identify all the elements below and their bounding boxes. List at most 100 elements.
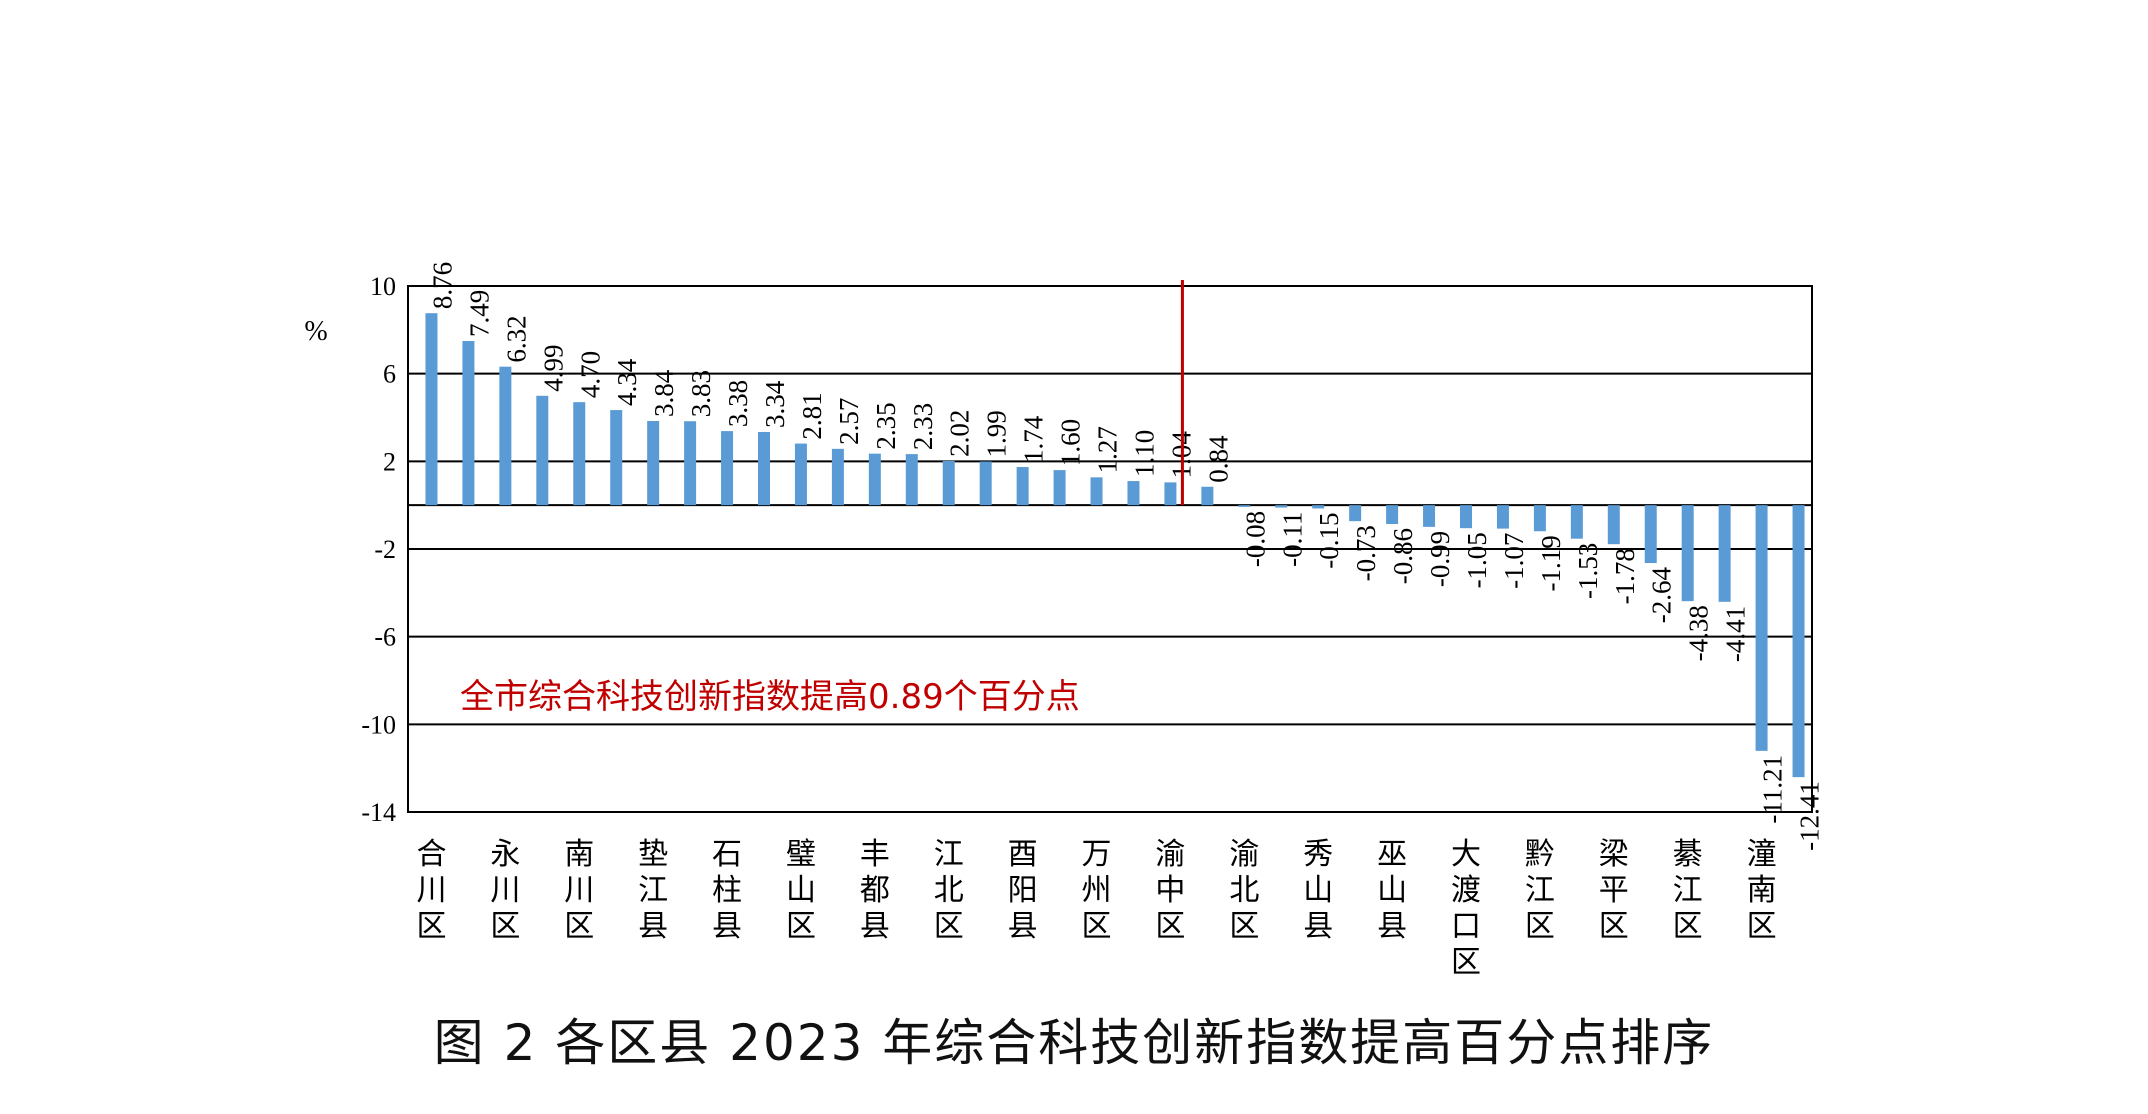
figure-caption: 图 2 各区县 2023 年综合科技创新指数提高百分点排序: [433, 1014, 1715, 1072]
data-label: 3.83: [686, 370, 716, 417]
x-tick-label: 巫山县: [1377, 837, 1407, 944]
x-tick-label: 丰都县: [860, 837, 890, 944]
bar: [1016, 467, 1029, 506]
y-tick-label: -2: [374, 535, 396, 564]
data-label: 2.33: [908, 403, 938, 450]
bar: [462, 341, 475, 506]
y-tick-label: -6: [374, 623, 396, 652]
y-tick-label: -14: [361, 798, 396, 827]
bar: [1127, 481, 1140, 506]
x-tick-label: 大渡口区: [1451, 837, 1481, 980]
bar: [573, 402, 586, 506]
bar: [684, 421, 697, 506]
data-label: -1.05: [1462, 532, 1492, 588]
x-tick-label: 渝北区: [1229, 837, 1259, 944]
bar: [1423, 505, 1436, 527]
bar: [536, 395, 549, 506]
y-tick-label: -10: [361, 710, 396, 739]
bar: [1312, 505, 1325, 509]
data-label: -1.19: [1536, 535, 1566, 591]
x-tick-label: 万州区: [1082, 837, 1112, 944]
data-label: 2.35: [871, 402, 901, 449]
y-tick-label: 2: [383, 447, 396, 476]
x-tick-label: 渝中区: [1155, 837, 1185, 944]
bar: [1792, 505, 1805, 778]
data-label: 4.99: [538, 345, 568, 392]
data-label: 6.32: [501, 315, 531, 362]
data-label: -4.41: [1721, 606, 1751, 662]
bar: [499, 366, 512, 506]
data-label: -1.53: [1573, 543, 1603, 599]
x-tick-label: 秀山县: [1303, 837, 1333, 944]
bar: [1238, 505, 1251, 507]
bar: [647, 421, 660, 506]
bar: [1570, 505, 1583, 539]
bar: [721, 431, 734, 506]
bar: [1386, 505, 1399, 525]
data-label: -1.07: [1499, 533, 1529, 589]
data-label: -0.86: [1388, 528, 1418, 584]
bar: [979, 461, 992, 506]
x-tick-label: 酉阳县: [1008, 837, 1038, 944]
annotation-text: 全市综合科技创新指数提高0.89个百分点: [460, 677, 1080, 717]
bar: [868, 453, 881, 506]
data-label: -0.11: [1277, 512, 1307, 567]
data-label: 2.57: [834, 398, 864, 445]
data-label: 0.84: [1203, 435, 1233, 483]
bar: [1460, 505, 1472, 529]
bar: [1275, 505, 1288, 508]
bar: [1496, 505, 1509, 529]
x-tick-label: 永川区: [490, 837, 520, 944]
x-tick-label: 綦江区: [1673, 837, 1703, 944]
bar: [1718, 505, 1731, 602]
x-tick-label: 垫江县: [638, 837, 668, 944]
bar: [1090, 477, 1103, 506]
data-label: -0.15: [1314, 512, 1344, 568]
data-label: 3.34: [760, 380, 790, 428]
data-label: 2.02: [945, 410, 975, 457]
x-tick-label: 梁平区: [1599, 837, 1629, 944]
data-label: -1.78: [1610, 548, 1640, 604]
data-label: 3.38: [723, 380, 753, 427]
bar: [1533, 505, 1546, 532]
data-label: -11.21: [1758, 755, 1788, 824]
bar: [1644, 505, 1657, 564]
bar: [1607, 505, 1620, 545]
x-tick-label: 石柱县: [712, 837, 742, 944]
bar: [905, 454, 918, 506]
bar: [831, 448, 844, 506]
data-label: 2.81: [797, 392, 827, 439]
bar: [1755, 505, 1768, 751]
x-tick-label: 合川区: [416, 837, 446, 944]
bar: [610, 410, 623, 506]
x-tick-label: 璧山区: [786, 837, 816, 944]
bar: [758, 431, 770, 506]
y-tick-label: 6: [383, 360, 396, 389]
bar: [425, 313, 438, 506]
data-label: 1.74: [1019, 415, 1049, 463]
data-label: 1.27: [1093, 426, 1123, 473]
data-label: 1.99: [982, 410, 1012, 457]
bar: [794, 443, 807, 506]
data-label: 4.70: [575, 351, 605, 398]
x-tick-label: 潼南区: [1747, 837, 1777, 944]
data-label: 7.49: [464, 290, 494, 337]
bar: [1053, 470, 1066, 506]
data-label: -2.64: [1647, 567, 1677, 624]
data-label: -12.41: [1795, 781, 1825, 851]
bar: [1349, 505, 1362, 522]
data-label: -4.38: [1684, 605, 1714, 661]
x-tick-label: 江北区: [934, 837, 964, 944]
bar: [942, 460, 955, 506]
y-tick-label: 10: [370, 272, 396, 301]
data-label: 1.60: [1056, 419, 1086, 466]
bar: [1201, 486, 1214, 506]
data-label: -0.08: [1240, 511, 1270, 567]
bar: [1164, 482, 1177, 506]
x-tick-label: 南川区: [564, 837, 594, 944]
x-tick-label: 黔江区: [1525, 837, 1555, 944]
data-label: 8.76: [427, 262, 457, 309]
bar: [1681, 505, 1694, 602]
